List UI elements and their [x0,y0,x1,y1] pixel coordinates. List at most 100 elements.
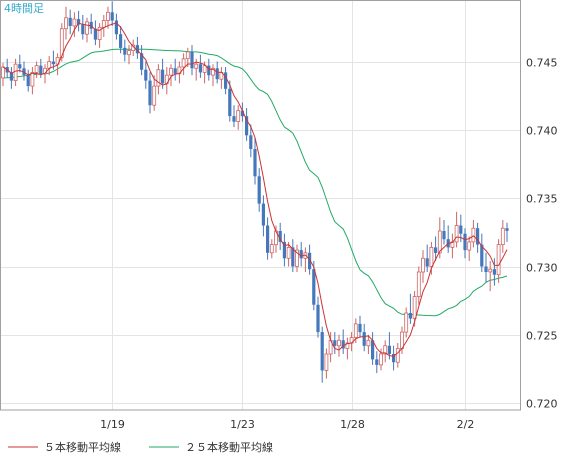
candle-body [194,63,199,69]
candle-body [261,203,265,226]
chart-title: 4時間足 [4,2,44,15]
candle-body [144,69,148,81]
candle-down [505,222,509,242]
candle-up [324,348,329,379]
candle-body [207,65,211,76]
candle-down [371,332,375,365]
candle-body [148,80,152,106]
candle-body [291,247,295,267]
legend-ma5-label: ５本移動平均線 [44,440,121,454]
candle-body [404,312,409,333]
candle-body [156,69,161,87]
candle-up [34,61,39,78]
candle-body [253,149,257,177]
candle-body [379,353,383,366]
y-tick-label: 0.735 [526,193,558,206]
candle-body [286,246,291,259]
candle-body [152,85,157,106]
candle-down [312,261,316,311]
candle-up [211,64,215,87]
candle-down [425,244,429,272]
candle-down [253,138,257,185]
y-axis-ticks: 0.720 0.725 0.730 0.735 0.740 0.745 [526,57,558,411]
candle-body [459,225,463,234]
ma5-line-layer [2,22,508,357]
plot-background [0,0,521,410]
candle-body [1,66,5,79]
candle-body [34,65,39,73]
candle-up [236,105,241,130]
candle-up [295,244,299,272]
candle-up [181,53,186,76]
candle-down [392,345,396,371]
candle-down [68,9,72,35]
candle-down [341,329,345,354]
candle-body [442,231,446,240]
candle-body [463,233,467,251]
candle-down [93,20,97,46]
candle-down [173,58,177,81]
candle-body [101,20,106,28]
candle-down [81,15,85,40]
candle-body [169,67,173,76]
candle-body [26,75,30,87]
candle-body [484,266,488,272]
candle-down [26,69,30,92]
candle-body [437,230,442,254]
candle-body [295,249,299,267]
candle-down [484,252,488,283]
candle-up [169,64,173,87]
candle-down [240,102,244,122]
candle-body [81,24,85,35]
candle-body [320,332,324,371]
candle-up [72,12,77,37]
candle-body [371,340,375,360]
candle-up [404,307,409,338]
candle-up [64,6,68,40]
candle-down [190,45,194,76]
candle-body [471,227,476,243]
candle-body [127,50,131,56]
candle-body [47,61,52,69]
candle-body [341,340,345,349]
candle-body [353,323,358,338]
candle-body [72,18,77,27]
candle-up [106,6,110,29]
candle-up [416,266,421,305]
candle-body [240,110,244,117]
candle-down [144,61,148,89]
candles-layer [1,1,509,383]
candle-body [13,63,18,81]
candle-body [488,268,493,273]
candle-down [320,326,324,383]
candle-body [215,68,219,80]
candle-up [383,340,388,363]
candle-body [337,339,341,347]
candle-down [291,239,295,272]
candle-body [467,241,472,251]
candle-body [245,116,249,136]
candle-up [379,348,383,371]
candle-down [114,13,118,40]
candle-up [500,220,505,253]
candle-up [471,220,476,248]
candle-body [232,116,236,122]
candle-body [77,19,81,25]
candle-body [161,69,165,84]
candle-down [245,108,249,141]
candle-body [324,353,329,371]
candle-body [358,323,362,333]
candle-body [135,45,139,54]
candle-body [236,110,241,122]
candle-down [333,332,337,354]
candle-body [362,332,366,346]
candle-body [202,65,207,73]
candle-up [421,250,425,283]
candle-body [123,47,127,55]
candle-body [18,64,22,69]
candle-down [408,293,412,324]
x-tick-label: 1/23 [230,418,255,431]
candle-body [425,258,429,267]
